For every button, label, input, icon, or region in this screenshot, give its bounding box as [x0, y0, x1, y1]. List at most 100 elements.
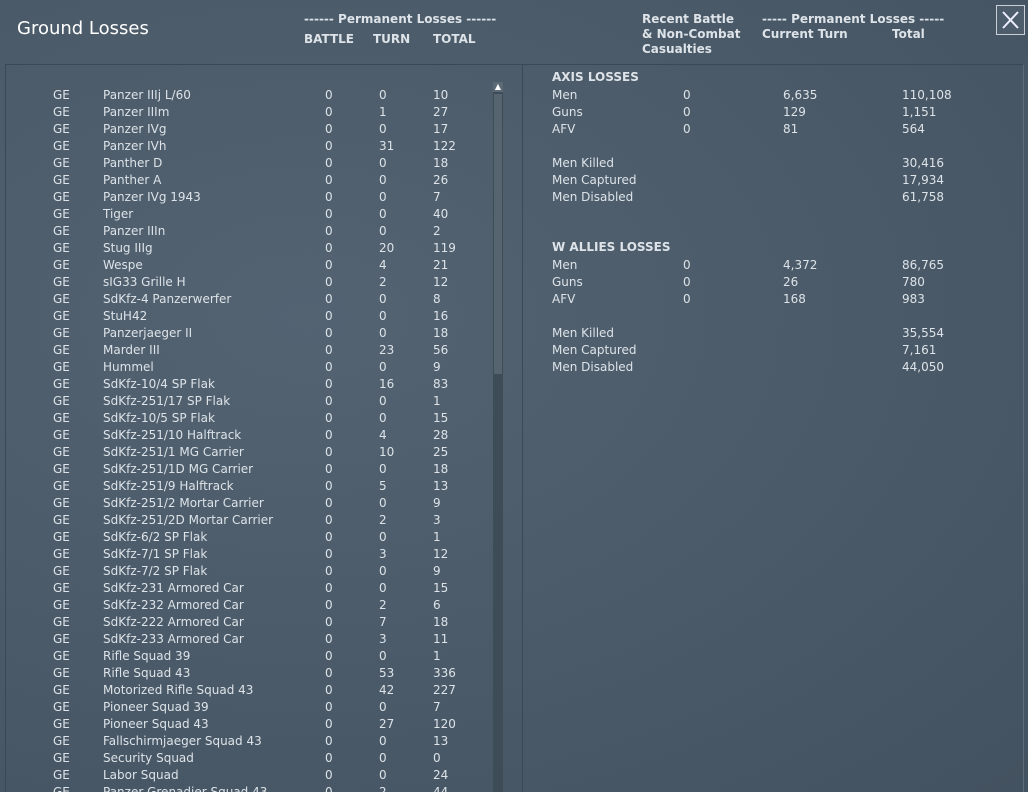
unit-total: 18 — [433, 615, 449, 629]
loss-label: AFV — [552, 122, 576, 136]
unit-total: 1 — [433, 394, 441, 408]
unit-battle: 0 — [325, 292, 333, 306]
unit-total: 16 — [433, 309, 449, 323]
unit-nation: GE — [53, 785, 70, 792]
unit-nation: GE — [53, 360, 70, 374]
casualty-label: Men Captured — [552, 343, 637, 357]
unit-turn: 2 — [379, 598, 387, 612]
unit-total: 119 — [433, 241, 456, 255]
unit-name: Rifle Squad 39 — [103, 649, 191, 663]
unit-turn: 0 — [379, 292, 387, 306]
unit-battle: 0 — [325, 734, 333, 748]
unit-nation: GE — [53, 513, 70, 527]
unit-total: 9 — [433, 496, 441, 510]
unit-total: 18 — [433, 326, 449, 340]
unit-battle: 0 — [325, 700, 333, 714]
unit-turn: 53 — [379, 666, 395, 680]
loss-label: Guns — [552, 275, 583, 289]
unit-name: SdKfz-10/4 SP Flak — [103, 377, 215, 391]
loss-recent: 0 — [683, 292, 691, 306]
window-title: Ground Losses — [17, 18, 149, 39]
unit-total: 13 — [433, 734, 449, 748]
unit-battle: 0 — [325, 717, 333, 731]
loss-recent: 0 — [683, 275, 691, 289]
unit-nation: GE — [53, 496, 70, 510]
unit-turn: 5 — [379, 479, 387, 493]
unit-total: 27 — [433, 105, 449, 119]
unit-battle: 0 — [325, 581, 333, 595]
unit-name: Marder III — [103, 343, 160, 357]
scrollbar[interactable]: ▲ — [493, 82, 503, 792]
unit-battle: 0 — [325, 241, 333, 255]
casualty-total: 17,934 — [902, 173, 944, 187]
unit-battle: 0 — [325, 156, 333, 170]
unit-name: Pioneer Squad 39 — [103, 700, 209, 714]
unit-name: Security Squad — [103, 751, 194, 765]
scroll-up[interactable]: ▲ — [493, 82, 503, 92]
column-header: Recent Battle — [642, 12, 735, 26]
unit-battle: 0 — [325, 207, 333, 221]
unit-total: 15 — [433, 411, 449, 425]
column-header: TOTAL — [433, 32, 476, 46]
unit-turn: 0 — [379, 768, 387, 782]
unit-nation: GE — [53, 479, 70, 493]
unit-battle: 0 — [325, 411, 333, 425]
loss-current: 26 — [783, 275, 799, 289]
casualty-total: 35,554 — [902, 326, 944, 340]
loss-current: 129 — [783, 105, 806, 119]
unit-battle: 0 — [325, 105, 333, 119]
unit-nation: GE — [53, 309, 70, 323]
unit-nation: GE — [53, 343, 70, 357]
unit-turn: 0 — [379, 700, 387, 714]
loss-current: 4,372 — [783, 258, 818, 272]
scroll-thumb[interactable] — [494, 94, 502, 374]
unit-battle: 0 — [325, 547, 333, 561]
close-button[interactable] — [996, 5, 1025, 35]
unit-nation: GE — [53, 156, 70, 170]
unit-turn: 16 — [379, 377, 395, 391]
unit-name: Panzer IVg — [103, 122, 167, 136]
unit-total: 9 — [433, 564, 441, 578]
unit-turn: 0 — [379, 190, 387, 204]
loss-total: 983 — [902, 292, 925, 306]
unit-turn: 0 — [379, 734, 387, 748]
unit-total: 7 — [433, 190, 441, 204]
unit-turn: 0 — [379, 122, 387, 136]
unit-name: Rifle Squad 43 — [103, 666, 191, 680]
unit-turn: 0 — [379, 462, 387, 476]
unit-name: Fallschirmjaeger Squad 43 — [103, 734, 262, 748]
column-group-header: ----- Permanent Losses ----- — [762, 12, 945, 26]
unit-total: 1 — [433, 649, 441, 663]
unit-battle: 0 — [325, 768, 333, 782]
unit-name: SdKfz-231 Armored Car — [103, 581, 244, 595]
casualty-total: 7,161 — [902, 343, 937, 357]
unit-turn: 0 — [379, 751, 387, 765]
unit-name: SdKfz-251/2 Mortar Carrier — [103, 496, 264, 510]
unit-nation: GE — [53, 768, 70, 782]
loss-total: 564 — [902, 122, 925, 136]
unit-total: 11 — [433, 632, 449, 646]
unit-turn: 0 — [379, 530, 387, 544]
column-header: Current Turn — [762, 27, 848, 41]
unit-battle: 0 — [325, 275, 333, 289]
side-title: W ALLIES LOSSES — [552, 240, 671, 254]
unit-total: 2 — [433, 224, 441, 238]
unit-nation: GE — [53, 241, 70, 255]
unit-total: 1 — [433, 530, 441, 544]
unit-name: Labor Squad — [103, 768, 179, 782]
summary-panel — [522, 64, 1024, 792]
unit-turn: 1 — [379, 105, 387, 119]
unit-nation: GE — [53, 445, 70, 459]
loss-recent: 0 — [683, 88, 691, 102]
unit-total: 122 — [433, 139, 456, 153]
unit-turn: 4 — [379, 428, 387, 442]
unit-nation: GE — [53, 547, 70, 561]
unit-total: 44 — [433, 785, 449, 792]
unit-name: Hummel — [103, 360, 154, 374]
loss-total: 780 — [902, 275, 925, 289]
unit-battle: 0 — [325, 462, 333, 476]
unit-battle: 0 — [325, 258, 333, 272]
unit-turn: 27 — [379, 717, 395, 731]
unit-battle: 0 — [325, 428, 333, 442]
unit-name: SdKfz-251/1D MG Carrier — [103, 462, 254, 476]
